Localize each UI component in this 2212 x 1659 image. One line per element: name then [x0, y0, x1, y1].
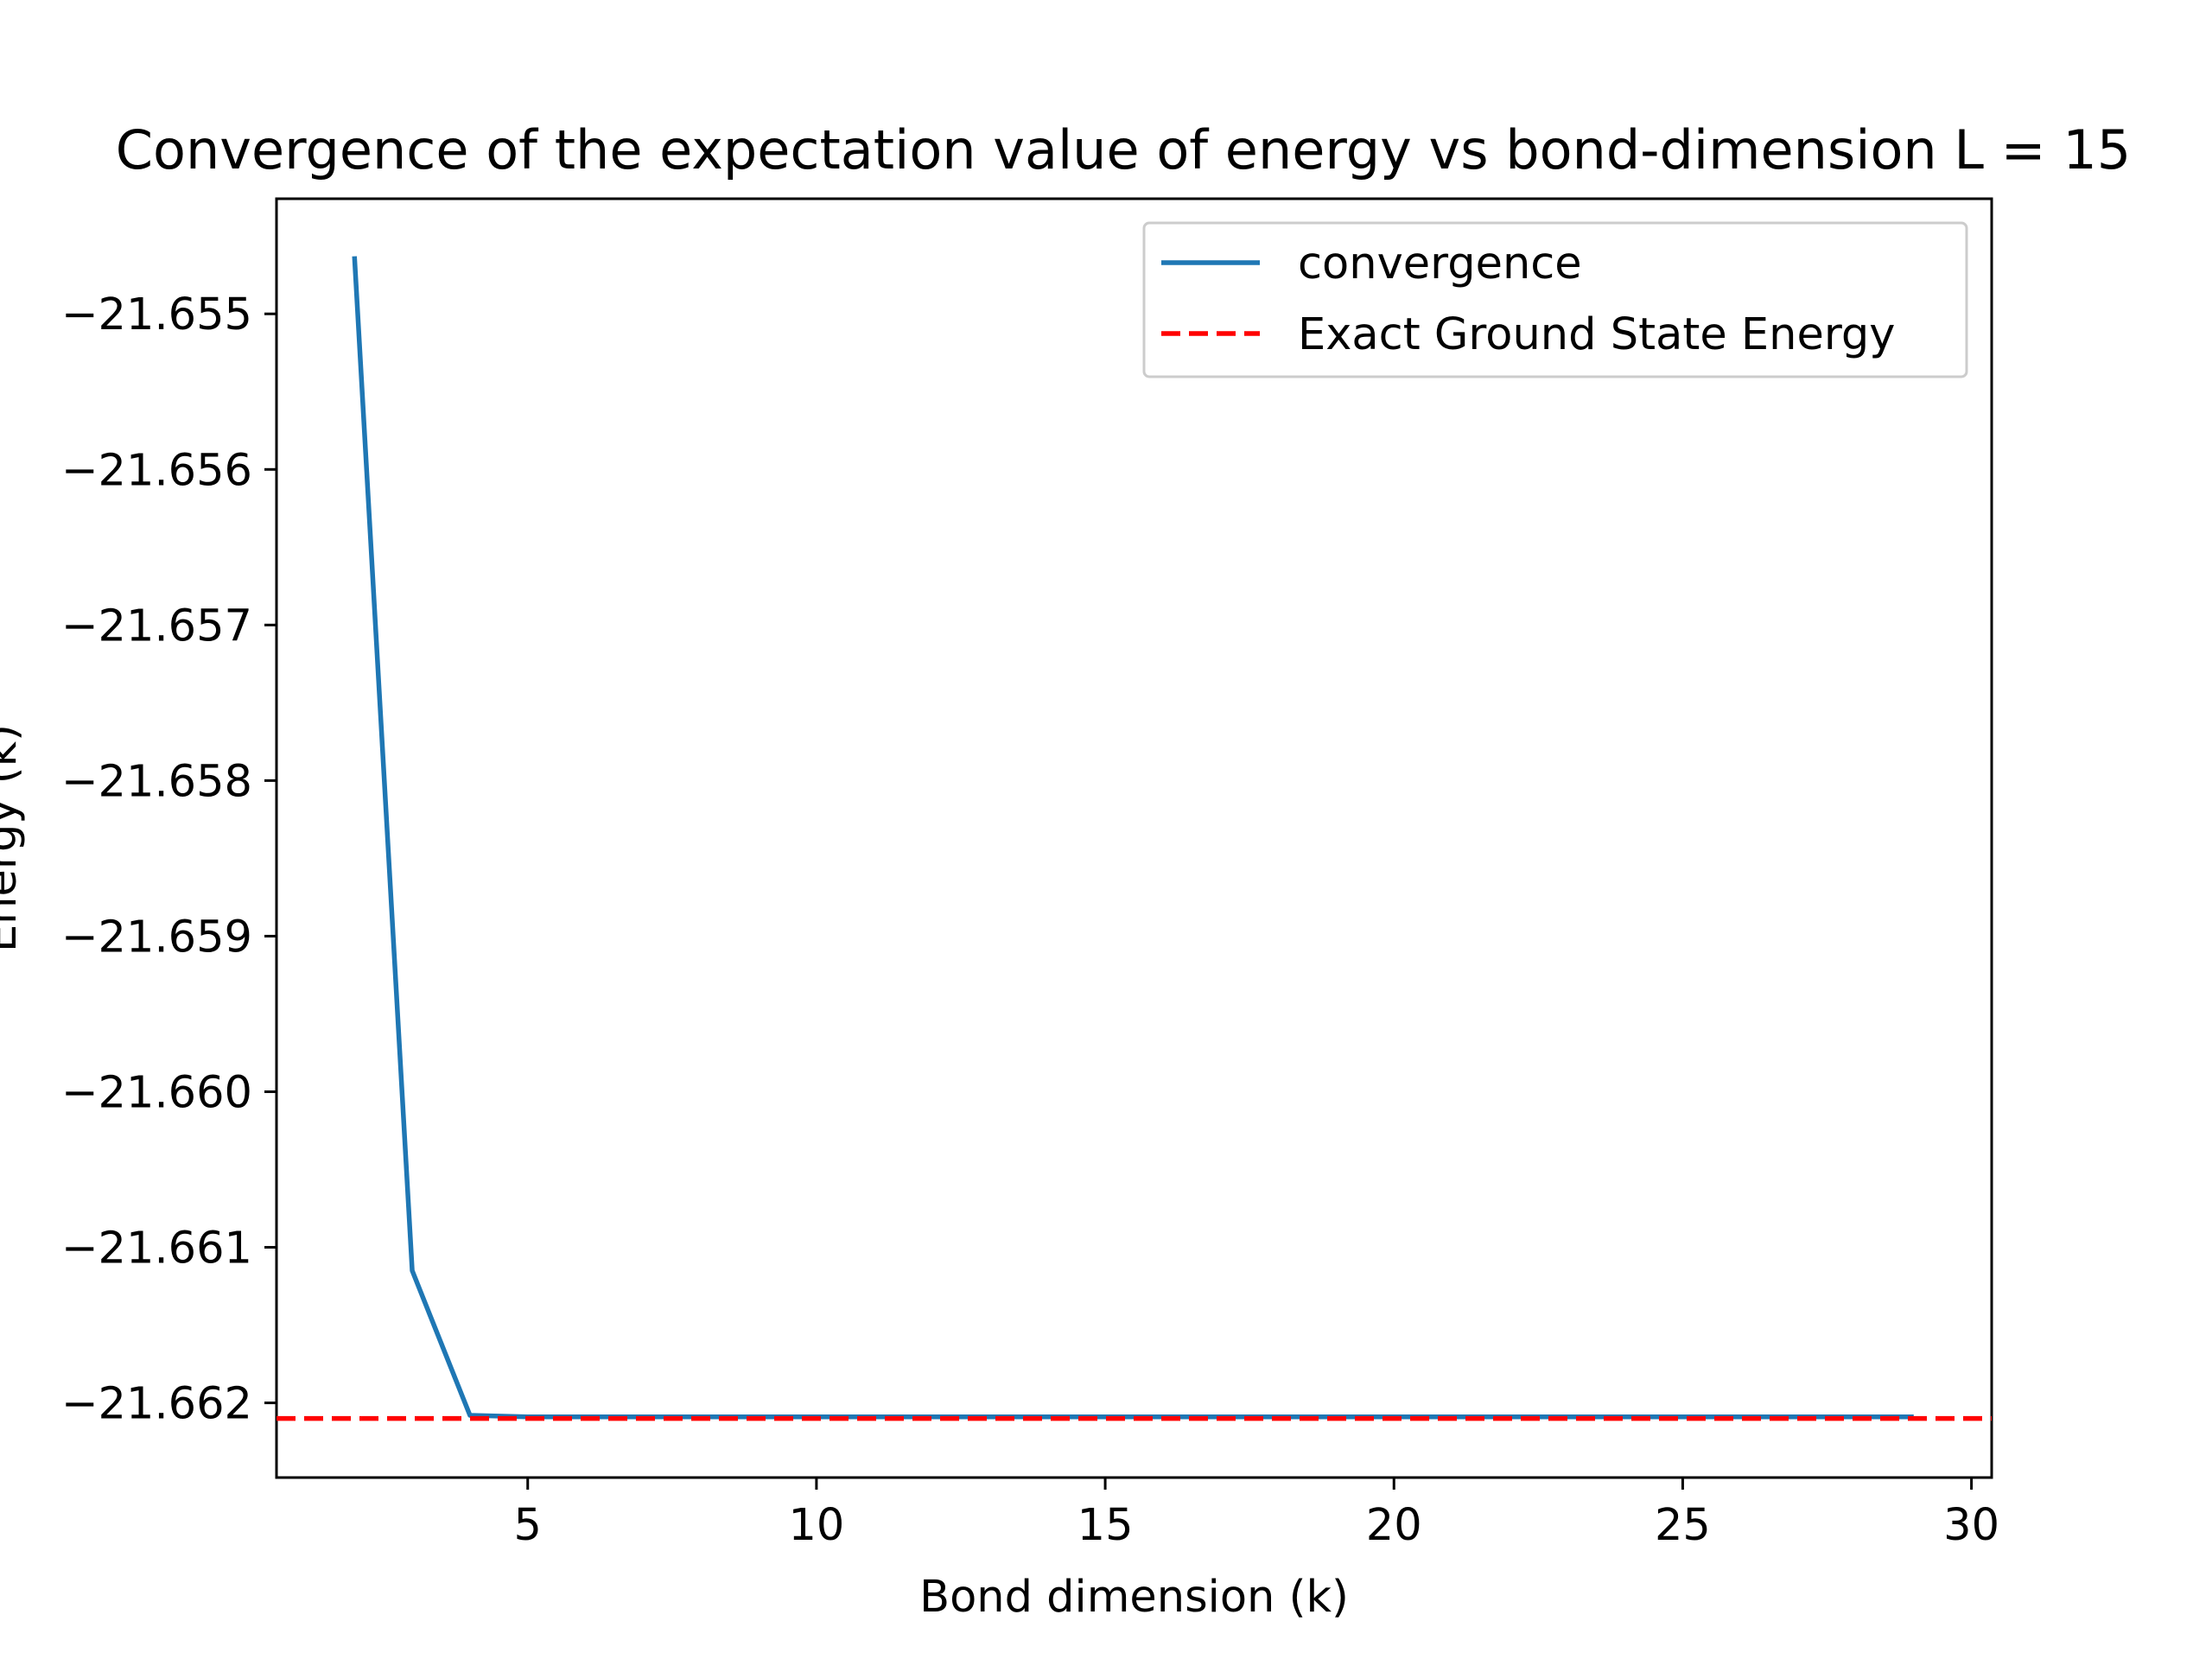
axes-frame — [275, 197, 1993, 1479]
y-tick-label: −21.658 — [61, 756, 252, 807]
y-tick-label: −21.661 — [61, 1224, 252, 1274]
x-tick-label: 25 — [1655, 1500, 1711, 1551]
x-axis-ticks: 5 10 15 20 25 30 — [514, 1478, 1999, 1551]
x-tick-label: 30 — [1943, 1500, 1999, 1551]
x-tick-label: 5 — [514, 1500, 542, 1551]
series-layer — [276, 256, 1992, 1421]
legend-box — [1142, 221, 1968, 378]
y-tick-label: −21.659 — [61, 912, 252, 963]
y-tick-label: −21.656 — [61, 445, 252, 496]
y-tick-label: −21.660 — [61, 1067, 252, 1118]
chart-title: Convergence of the expectation value of … — [116, 118, 2131, 181]
legend: convergence Exact Ground State Energy — [1142, 221, 1968, 378]
plot-area: 5 10 15 20 25 30 −21.655 −21.656 −21.657 −21.658… — [61, 197, 1999, 1551]
y-tick-label: −21.662 — [61, 1379, 252, 1430]
y-axis-label: Energy (k) — [0, 724, 27, 952]
legend-label: convergence — [1298, 238, 1582, 289]
x-tick-label: 15 — [1077, 1500, 1134, 1551]
x-tick-label: 20 — [1366, 1500, 1422, 1551]
y-tick-label: −21.657 — [61, 601, 252, 652]
x-axis-label: Bond dimension (k) — [919, 1572, 1349, 1623]
y-tick-label: −21.655 — [61, 289, 252, 340]
y-axis-ticks: −21.655 −21.656 −21.657 −21.658 −21.659 −21.6… — [61, 289, 276, 1430]
legend-label: Exact Ground State Energy — [1298, 309, 1895, 360]
x-tick-label: 10 — [788, 1500, 844, 1551]
